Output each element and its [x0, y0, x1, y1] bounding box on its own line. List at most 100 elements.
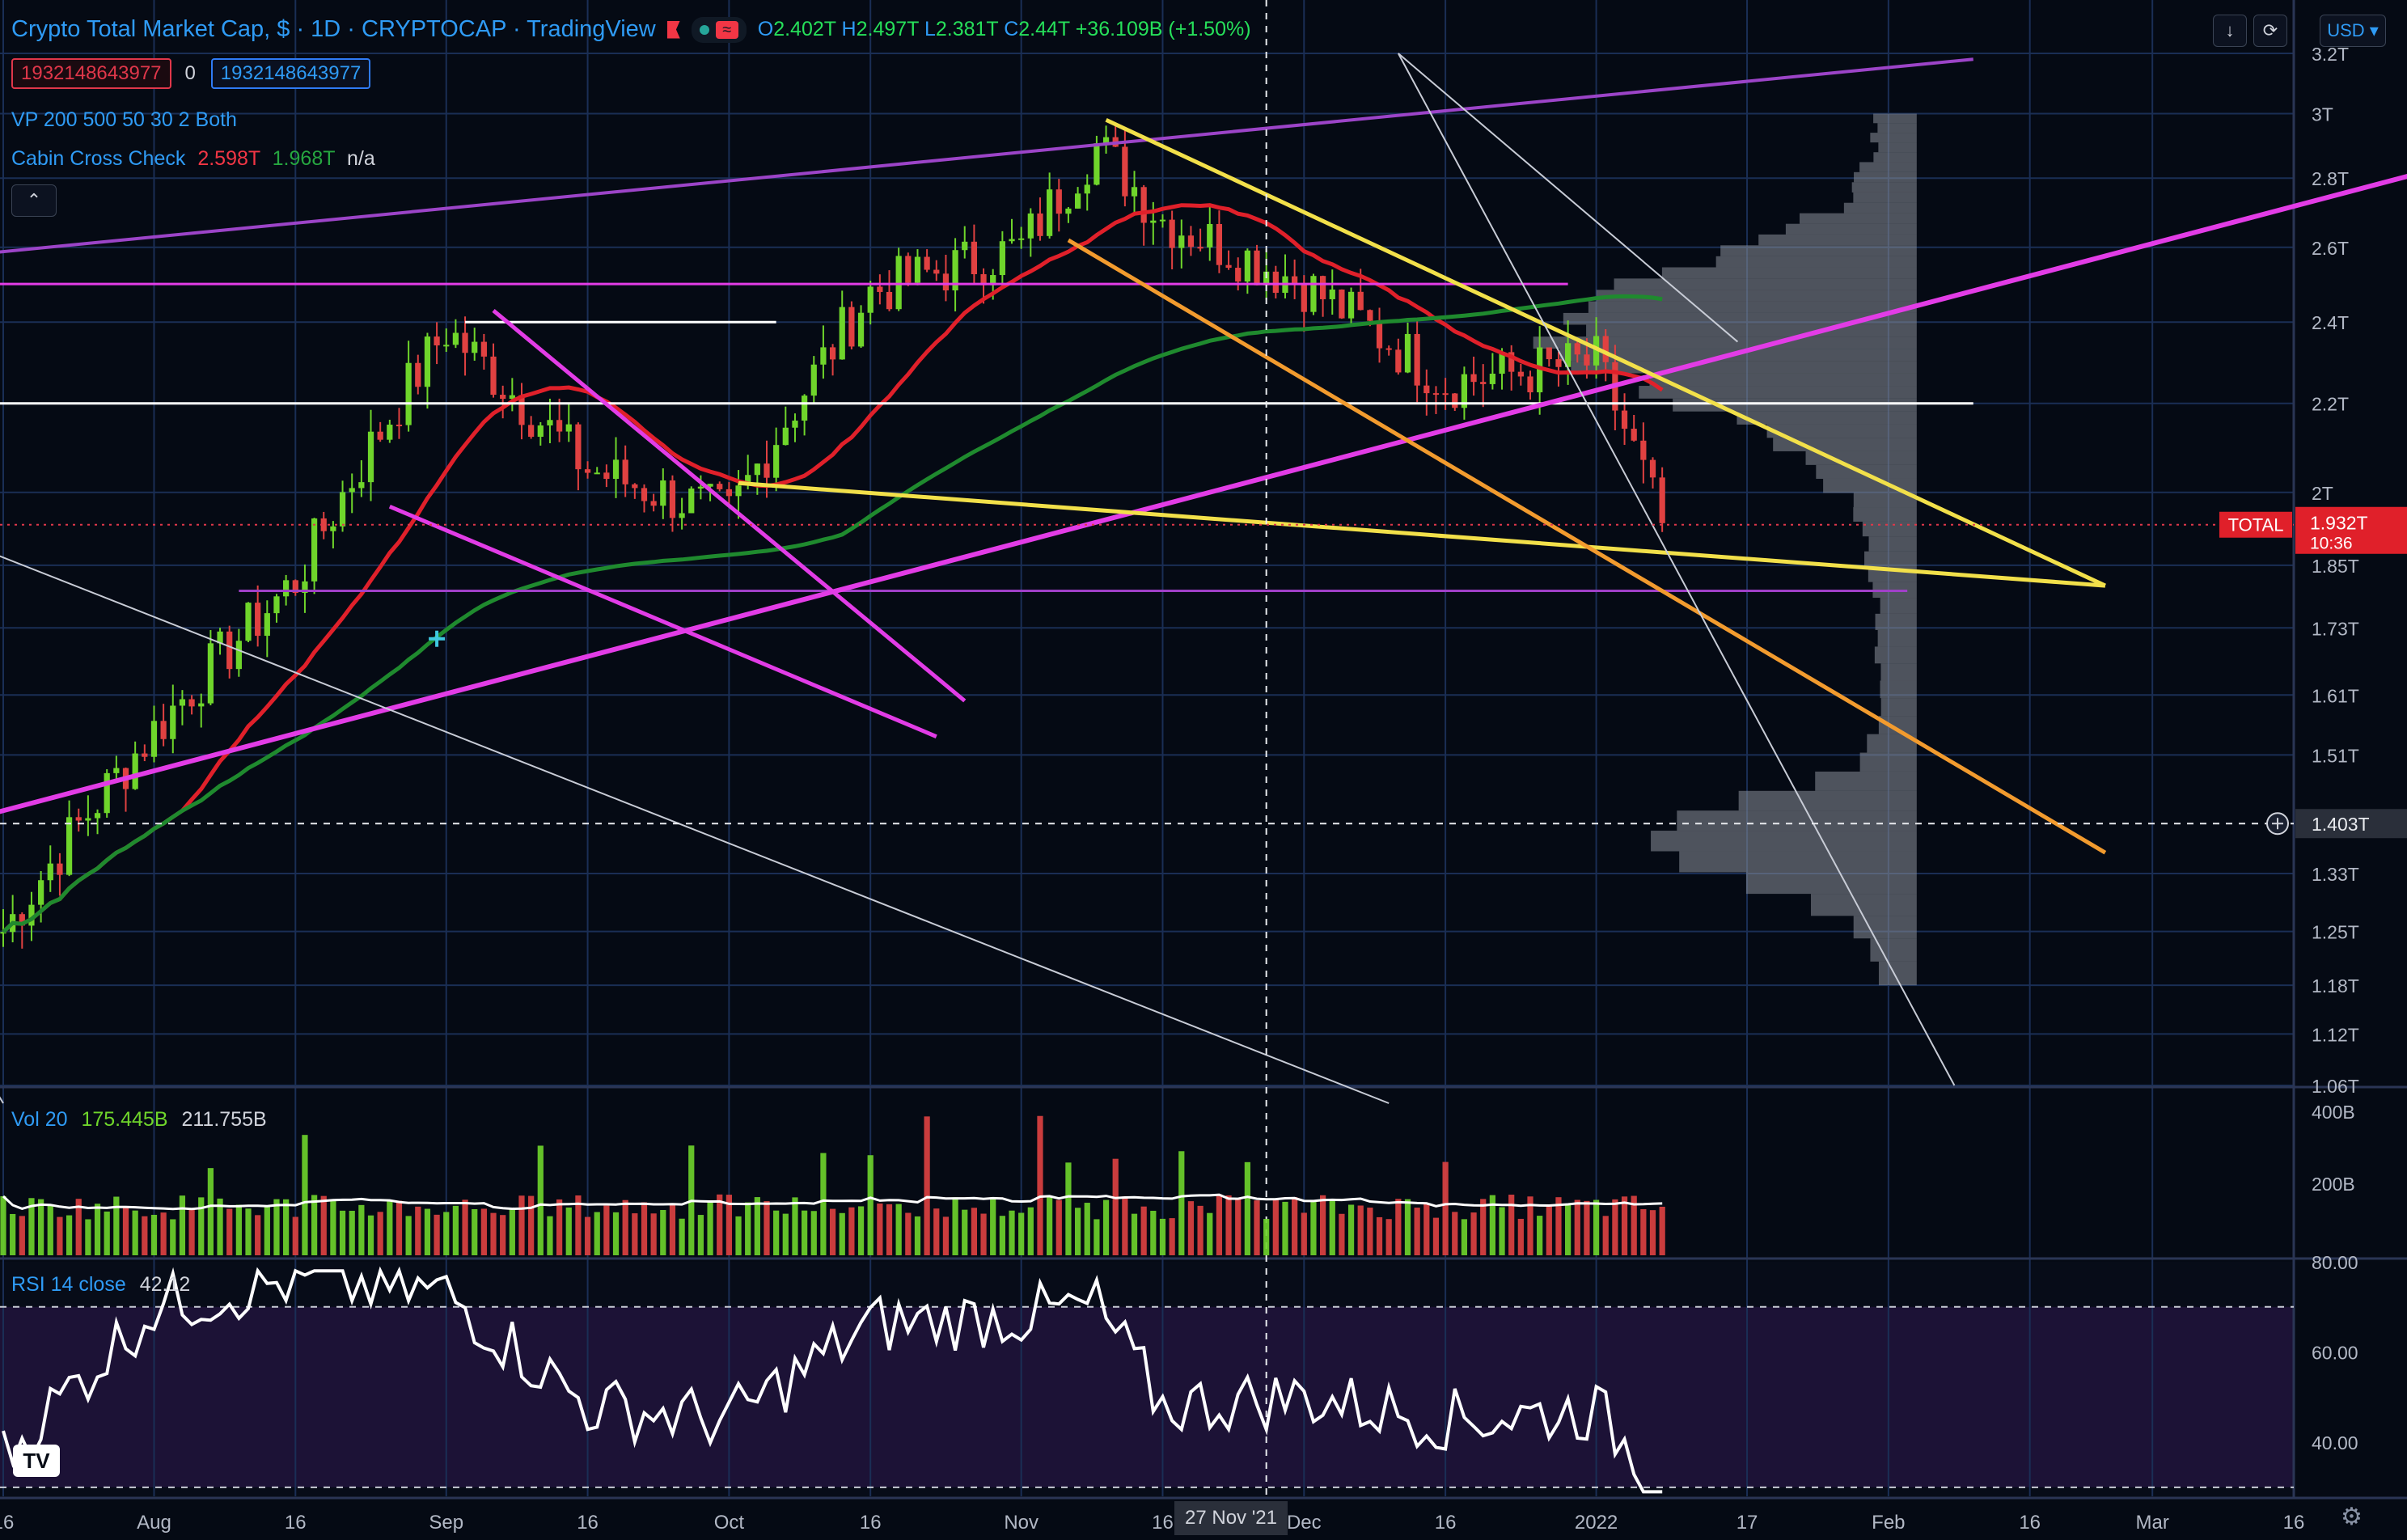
volume-tick-label: 400B	[2312, 1102, 2355, 1123]
candle-body	[660, 480, 666, 506]
candle-body	[434, 336, 440, 346]
volume-bar	[104, 1211, 110, 1255]
magenta-wedge-line[interactable]	[492, 308, 967, 703]
volume-bar	[1546, 1206, 1552, 1255]
refresh-button[interactable]: ⟳	[2253, 15, 2287, 47]
volume-bar	[1367, 1208, 1373, 1255]
white-steep-line-2[interactable]	[1398, 53, 1739, 343]
candle-body	[1055, 189, 1062, 214]
volume-bar	[1187, 1201, 1195, 1255]
rsi-legend[interactable]: RSI 14 close 42.12	[11, 1273, 191, 1296]
candle-body	[302, 581, 308, 594]
price-tick-label: 1.06T	[2312, 1076, 2359, 1097]
volume-profile-bar	[1596, 290, 1917, 302]
purple-channel-line[interactable]	[0, 57, 1973, 265]
time-tick-label: Nov	[1004, 1512, 1039, 1534]
volume-bar	[358, 1204, 365, 1255]
volume-bar	[75, 1199, 82, 1255]
volume-bar	[697, 1215, 704, 1255]
candle-body	[94, 813, 101, 819]
volume-bar	[1565, 1203, 1572, 1255]
yellow-resistance-line[interactable]	[1105, 117, 2106, 588]
volume-profile-bar	[1738, 790, 1917, 811]
volume-bar	[612, 1212, 620, 1255]
volume-bar	[387, 1201, 393, 1255]
volume-bar	[773, 1210, 780, 1255]
volume-profile-bar	[1859, 752, 1917, 772]
price-tick-label: 3.2T	[2312, 44, 2349, 65]
candle-body	[518, 395, 525, 425]
orange-channel-line[interactable]	[1067, 238, 2107, 855]
candle-body	[829, 347, 836, 360]
gear-icon[interactable]: ⚙	[2341, 1504, 2363, 1530]
price-tick-label: 1.33T	[2312, 864, 2359, 885]
volume-bar	[1470, 1212, 1477, 1255]
volume-bar	[914, 1216, 921, 1255]
white-diagonal-line[interactable]	[0, 501, 1390, 1104]
volume-bar	[170, 1219, 176, 1255]
candle-body	[942, 273, 950, 291]
volume-legend[interactable]: Vol 20 175.445B 211.755B	[11, 1108, 267, 1131]
flag-icon[interactable]	[666, 20, 680, 39]
candle-body	[38, 880, 44, 905]
candle-body	[1122, 146, 1128, 197]
volume-bar	[1480, 1199, 1487, 1255]
cabin-indicator-legend[interactable]: Cabin Cross Check 2.598T 1.968T n/a	[11, 147, 375, 170]
price-candles	[0, 124, 1665, 949]
price-tick-label: 1.61T	[2312, 685, 2359, 706]
candle-body	[952, 250, 958, 291]
volume-profile-bar	[1815, 771, 1917, 791]
white-steep-line[interactable]	[1397, 53, 1956, 1086]
magenta-trendline[interactable]	[0, 171, 2407, 826]
candle-body	[1037, 213, 1043, 236]
sell-tag[interactable]: 1932148643977	[11, 58, 171, 89]
volume-bar	[47, 1205, 53, 1255]
candle-body	[1207, 223, 1213, 248]
time-tick-label: Aug	[137, 1512, 171, 1534]
volume-profile-bar	[1766, 424, 1917, 438]
time-tick-label: 16	[1152, 1512, 1174, 1534]
market-status-pill[interactable]: ≈	[691, 16, 747, 43]
yellow-support-line[interactable]	[738, 480, 2106, 588]
candle-body	[1047, 189, 1053, 236]
candle-body	[150, 721, 158, 757]
magenta-wedge-line-lower[interactable]	[388, 504, 937, 738]
buy-tag[interactable]: 1932148643977	[210, 58, 371, 89]
currency-select[interactable]: USD ▾	[2320, 15, 2386, 47]
volume-bars	[0, 1115, 1665, 1255]
candle-body	[1452, 393, 1458, 408]
price-tick-label: 3T	[2312, 104, 2333, 125]
volume-bar	[179, 1195, 186, 1255]
volume-bar	[764, 1201, 770, 1255]
candle-body	[584, 469, 591, 473]
candle-body	[75, 817, 82, 821]
volume-bar	[867, 1155, 874, 1255]
volume-bar	[707, 1200, 713, 1255]
candle-body	[19, 914, 25, 926]
candle-body	[1376, 320, 1383, 349]
volume-profile-bar	[1715, 256, 1917, 268]
volume-bar	[1055, 1199, 1062, 1255]
collapse-legend-button[interactable]: ⌃	[11, 184, 57, 217]
volume-bar	[490, 1212, 497, 1255]
candle-body	[1140, 187, 1147, 223]
volume-bar	[1159, 1218, 1166, 1255]
symbol-title[interactable]: Crypto Total Market Cap, $ · 1D · CRYPTO…	[11, 16, 656, 42]
volume-bar	[1216, 1194, 1223, 1255]
vp-indicator-legend[interactable]: VP 200 500 50 30 2 Both	[11, 108, 237, 131]
price-tick-label: 1.18T	[2312, 975, 2359, 996]
candle-body	[1131, 187, 1138, 197]
volume-bar	[1292, 1197, 1298, 1255]
candle-body	[330, 526, 336, 531]
volume-bar	[1649, 1210, 1656, 1255]
volume-profile-bar	[1649, 373, 1917, 387]
candle-body	[415, 362, 421, 387]
candle-body	[1310, 276, 1317, 312]
volume-bar	[802, 1210, 808, 1255]
candle-body	[707, 484, 713, 487]
download-button[interactable]: ↓	[2213, 15, 2247, 47]
candle-body	[1319, 276, 1326, 299]
volume-bar	[434, 1214, 440, 1255]
tradingview-logo[interactable]: TV	[13, 1445, 60, 1477]
